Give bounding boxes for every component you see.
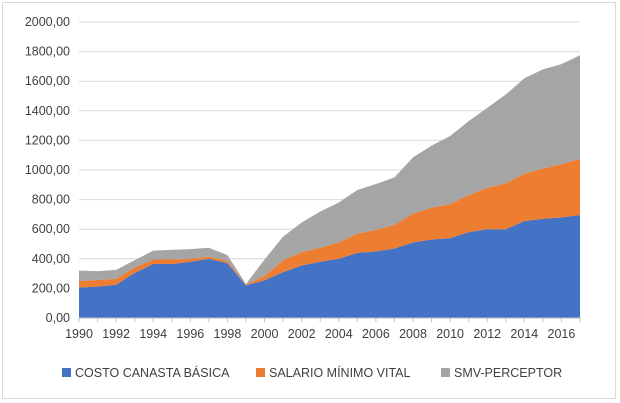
x-tick-label: 2002 — [288, 327, 316, 341]
y-tick-label: 1000,00 — [25, 163, 70, 177]
series-area-1 — [79, 215, 580, 318]
y-tick-label: 1600,00 — [25, 74, 70, 88]
x-tick-label: 1992 — [102, 327, 130, 341]
y-tick-label: 400,00 — [32, 252, 70, 266]
y-tick-label: 0,00 — [46, 311, 70, 325]
legend-swatch — [441, 368, 450, 377]
y-tick-label: 800,00 — [32, 193, 70, 207]
y-tick-label: 600,00 — [32, 222, 70, 236]
legend: COSTO CANASTA BÁSICA SALARIO MÍNIMO VITAL… — [62, 365, 562, 380]
y-tick-label: 2000,00 — [25, 15, 70, 29]
x-tick-label: 2006 — [362, 327, 390, 341]
x-tick-label: 1998 — [214, 327, 242, 341]
legend-swatch — [62, 368, 71, 377]
series-area-2 — [79, 158, 580, 288]
x-tick-label: 1990 — [65, 327, 93, 341]
x-tick-labels: 1990 1992 1994 1996 1998 2000 2002 2004 2006 2008… — [65, 327, 575, 341]
y-tick-labels: 0,00 200,00 400,00 600,00 800,00 1000,00 1200,… — [25, 15, 70, 325]
legend-swatch — [256, 368, 265, 377]
x-tick-label: 2014 — [510, 327, 538, 341]
y-tick-label: 1200,00 — [25, 133, 70, 147]
series-areas — [79, 55, 580, 318]
y-tick-label: 1800,00 — [25, 45, 70, 59]
x-tick-label: 2010 — [436, 327, 464, 341]
x-tick-label: 2016 — [548, 327, 576, 341]
y-tick-label: 1400,00 — [25, 104, 70, 118]
x-tick-label: 1996 — [176, 327, 204, 341]
y-tick-label: 200,00 — [32, 281, 70, 295]
legend-label: SMV-PERCEPTOR — [454, 366, 562, 380]
x-tick-label: 2008 — [399, 327, 427, 341]
x-tick-label: 2012 — [473, 327, 501, 341]
legend-label: SALARIO MÍNIMO VITAL — [269, 365, 411, 380]
x-tick-label: 2004 — [325, 327, 353, 341]
x-tick-label: 2000 — [251, 327, 279, 341]
x-tick-label: 1994 — [139, 327, 167, 341]
x-axis — [78, 317, 581, 322]
legend-label: COSTO CANASTA BÁSICA — [75, 365, 230, 380]
series-area-3 — [79, 55, 580, 285]
